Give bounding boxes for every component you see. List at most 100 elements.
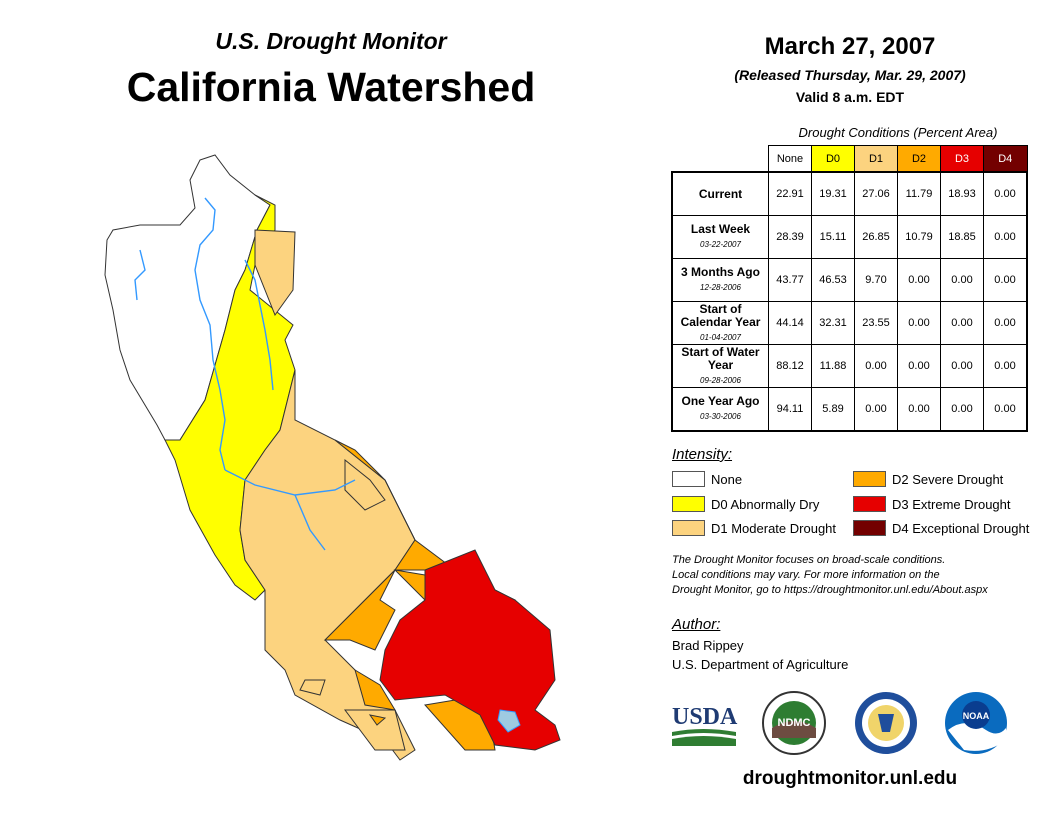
col-d2: D2 [897,145,941,173]
row-label: 3 Months Ago 12-28-2006 [671,258,769,302]
cell-value: 23.55 [854,301,898,345]
commerce-seal [855,692,917,754]
map-title: California Watershed [126,64,536,110]
website-link[interactable]: droughtmonitor.unl.edu [742,768,958,789]
col-d4: D4 [983,145,1028,173]
report-date: March 27, 2007 [764,33,936,60]
cell-value: 18.85 [940,215,984,259]
legend-item-d1: D1 Moderate Drought [672,520,836,536]
note-line: The Drought Monitor focuses on broad-sca… [672,554,946,566]
row-label: Current [671,171,769,216]
cell-value: 44.14 [768,301,812,345]
noaa-logo-text: NOAA [963,711,990,721]
legend-swatch [672,520,705,536]
cell-value: 9.70 [854,258,898,302]
cell-value: 26.85 [854,215,898,259]
legend-label: D2 Severe Drought [892,471,1004,487]
cell-value: 18.93 [940,171,984,216]
cell-value: 0.00 [940,301,984,345]
valid-time: Valid 8 a.m. EDT [795,89,905,105]
map-subtitle: U.S. Drought Monitor [215,28,447,54]
table-caption: Drought Conditions (Percent Area) [798,125,998,140]
cell-value: 43.77 [768,258,812,302]
river-network [134,197,356,551]
cell-value: 28.39 [768,215,812,259]
col-d1: D1 [854,145,898,173]
table-row: Start of Calendar Year 01-04-2007 44.14 3… [671,301,1028,345]
noaa-logo: NOAA [945,692,1007,754]
table-row: Start of Water Year 09-28-2006 88.12 11.8… [671,344,1028,388]
legend-label: None [711,471,743,487]
region-d1 [239,229,416,761]
table-row: Current 22.91 19.31 27.06 11.79 18.93 0.… [671,171,1028,216]
cell-value: 0.00 [940,344,984,388]
cell-value: 15.11 [811,215,855,259]
legend-item-d4: D4 Exceptional Drought [853,520,1029,536]
col-d3: D3 [940,145,984,173]
cell-value: 0.00 [897,344,941,388]
drought-stats-table: None D0 D1 D2 D3 D4 Current 22.91 19.31 … [671,145,1028,432]
cell-value: 11.88 [811,344,855,388]
table-header-row: None D0 D1 D2 D3 D4 [672,145,1028,173]
ndmc-logo: NDMC [762,691,826,755]
table-row: 3 Months Ago 12-28-2006 43.77 46.53 9.70 … [671,258,1028,302]
legend-label: D0 Abnormally Dry [711,496,820,512]
cell-value: 19.31 [811,171,855,216]
cell-value: 0.00 [983,344,1028,388]
legend-item-d2: D2 Severe Drought [853,471,1003,487]
cell-value: 10.79 [897,215,941,259]
legend-item-d0: D0 Abnormally Dry [672,496,819,512]
release-date: (Released Thursday, Mar. 29, 2007) [734,67,966,83]
cell-value: 0.00 [940,258,984,302]
author-heading: Author: [672,616,721,633]
table-row: Last Week 03-22-2007 28.39 15.11 26.85 10… [671,215,1028,259]
legend-label: D1 Moderate Drought [711,520,837,536]
legend-label: D4 Exceptional Drought [892,520,1030,536]
author-name: Brad Rippey [672,638,744,653]
note-line: Local conditions may vary. For more info… [672,569,940,581]
legend-swatch [853,520,886,536]
row-label: Start of Water Year 09-28-2006 [671,344,769,388]
cell-value: 11.79 [897,171,941,216]
usda-logo-text: USDA [672,704,738,730]
lake [497,709,521,733]
usda-logo: USDA [672,704,738,746]
col-d0: D0 [811,145,855,173]
row-label: Start of Calendar Year 01-04-2007 [671,301,769,345]
cell-value: 0.00 [897,301,941,345]
row-label: Last Week 03-22-2007 [671,215,769,259]
cell-value: 5.89 [811,387,855,432]
cell-value: 32.31 [811,301,855,345]
legend-swatch [672,496,705,512]
cell-value: 22.91 [768,171,812,216]
cell-value: 0.00 [897,387,941,432]
row-label: One Year Ago 03-30-2006 [671,387,769,432]
cell-value: 0.00 [897,258,941,302]
legend-swatch [853,471,886,487]
ndmc-logo-text: NDMC [778,717,811,729]
disclaimer-note: The Drought Monitor focuses on broad-sca… [672,553,1042,598]
legend-item-none: None [672,471,742,487]
author-organization: U.S. Department of Agriculture [672,657,849,672]
legend-label: D3 Extreme Drought [892,496,1011,512]
cell-value: 46.53 [811,258,855,302]
cell-value: 0.00 [854,344,898,388]
region-d3 [379,549,561,751]
cell-value: 0.00 [983,301,1028,345]
header-blank [672,146,769,173]
legend-swatch [672,471,705,487]
cell-value: 0.00 [983,171,1028,216]
col-none: None [768,145,812,173]
cell-value: 0.00 [983,215,1028,259]
drought-map [104,154,561,761]
legend-swatch [853,496,886,512]
cell-value: 0.00 [940,387,984,432]
note-line: Drought Monitor, go to https://droughtmo… [672,584,988,596]
cell-value: 0.00 [983,387,1028,432]
legend-title: Intensity: [672,446,733,463]
cell-value: 27.06 [854,171,898,216]
cell-value: 94.11 [768,387,812,432]
cell-value: 0.00 [983,258,1028,302]
cell-value: 88.12 [768,344,812,388]
table-row: One Year Ago 03-30-2006 94.11 5.89 0.00 0… [671,387,1028,432]
